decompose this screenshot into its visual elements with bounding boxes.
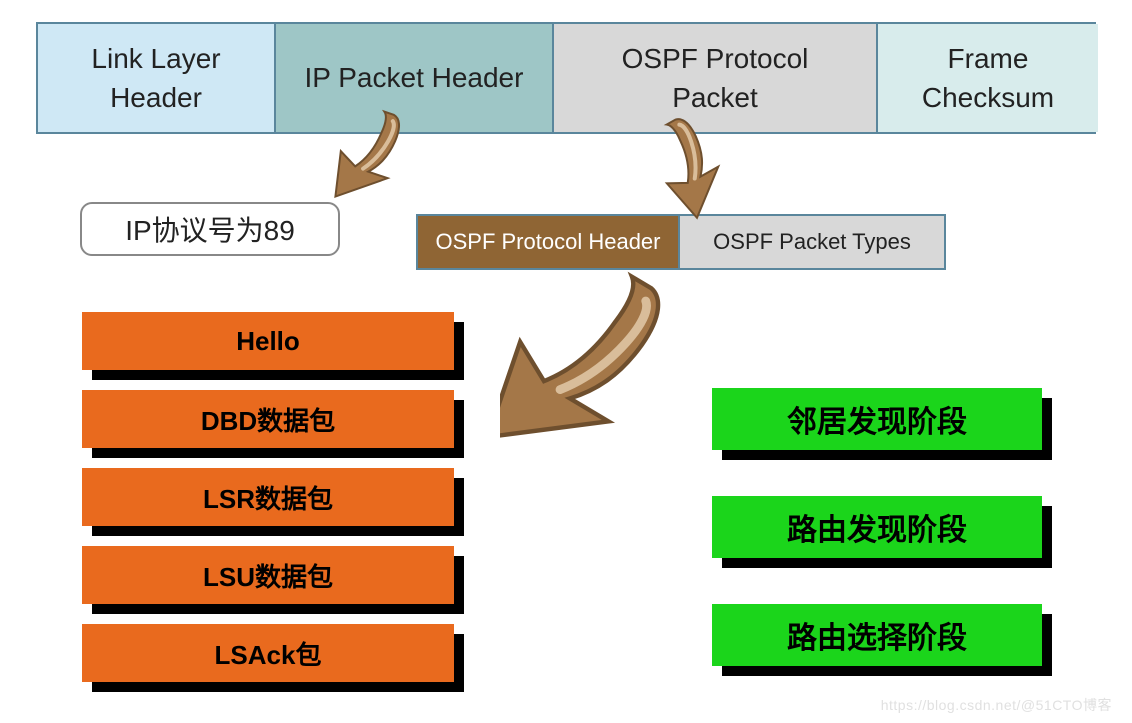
packet-type-item: LSAck包 <box>82 624 454 682</box>
packet-type-item: LSU数据包 <box>82 546 454 604</box>
cell-label: IP Packet Header <box>305 58 524 97</box>
cell-link-layer-header: Link Layer Header <box>38 24 276 132</box>
arrow-ospf-to-subrow <box>630 108 750 228</box>
packet-type-item: Hello <box>82 312 454 370</box>
cell-label: Link Layer Header <box>91 39 220 117</box>
packet-type-label: LSAck包 <box>82 624 454 682</box>
phase-item: 路由选择阶段 <box>712 604 1042 666</box>
packet-type-label: LSU数据包 <box>82 546 454 604</box>
packet-type-item: DBD数据包 <box>82 390 454 448</box>
packet-type-label: DBD数据包 <box>82 390 454 448</box>
packet-type-label: Hello <box>82 312 454 370</box>
ip-protocol-text: IP协议号为89 <box>125 209 295 249</box>
ip-protocol-label: IP协议号为89 <box>80 202 340 256</box>
phase-label: 路由选择阶段 <box>712 604 1042 666</box>
watermark-text: https://blog.csdn.net/@51CTO博客 <box>881 695 1112 715</box>
packet-type-item: LSR数据包 <box>82 468 454 526</box>
cell-label: Frame Checksum <box>922 39 1054 117</box>
cell-frame-checksum: Frame Checksum <box>878 24 1098 132</box>
cell-label: OSPF Packet Types <box>713 229 911 255</box>
arrow-ip-to-label <box>330 108 450 228</box>
packet-type-label: LSR数据包 <box>82 468 454 526</box>
packet-header-row: Link Layer Header IP Packet Header OSPF … <box>36 22 1096 134</box>
cell-label: OSPF Protocol Packet <box>622 39 809 117</box>
arrow-types-to-list <box>500 270 764 534</box>
cell-label: OSPF Protocol Header <box>436 229 661 255</box>
